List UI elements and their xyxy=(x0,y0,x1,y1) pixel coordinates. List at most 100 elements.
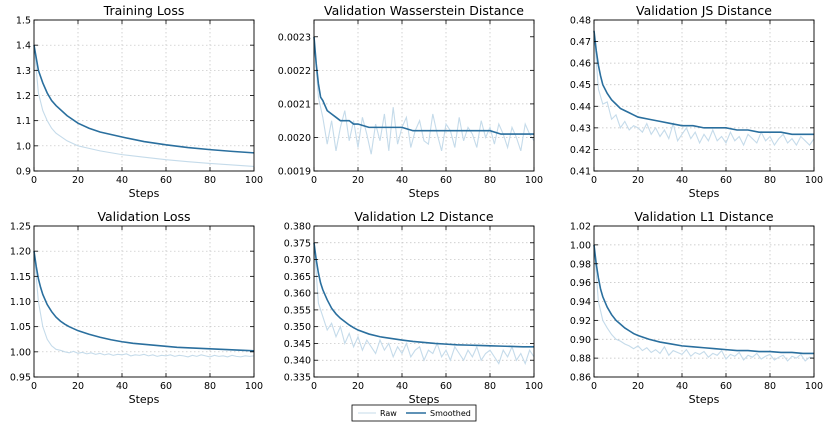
chart-5-ytick-label: 0.90 xyxy=(570,335,591,346)
chart-4-xtick-label: 20 xyxy=(352,381,364,392)
chart-5-title: Validation L1 Distance xyxy=(634,209,774,224)
chart-3-xtick-label: 80 xyxy=(204,381,216,392)
chart-0-ytick-label: 1.0 xyxy=(16,141,31,152)
legend-raw-label: Raw xyxy=(380,409,397,418)
chart-1-xtick-label: 60 xyxy=(440,175,452,186)
chart-3-xtick-label: 0 xyxy=(31,381,37,392)
subplot-validation-l2-distance: 0 20 40 60 80 100 0.335 0.340 0.345 0.350 0.355 0.3… xyxy=(284,209,543,406)
chart-0-xlabel: Steps xyxy=(129,187,160,200)
chart-1-ytick-label: 0.0021 xyxy=(278,99,311,110)
chart-0-xtick-label: 80 xyxy=(204,175,216,186)
chart-5-ytick-label: 1.00 xyxy=(570,240,591,251)
chart-3-ytick-label: 1.20 xyxy=(10,247,31,258)
chart-2-ytick-label: 0.41 xyxy=(570,167,591,178)
chart-1-series-raw xyxy=(313,36,535,155)
chart-0-ytick-label: 1.2 xyxy=(16,91,31,102)
subplot-training-loss: 0 20 40 60 80 100 0.9 1.0 1.1 1.2 1.3 1.4 1.5 Trainin… xyxy=(16,3,263,200)
chart-1-ytick-label: 0.0019 xyxy=(278,167,311,178)
chart-0-title: Training Loss xyxy=(103,3,185,18)
subplot-validation-js-distance: 0 20 40 60 80 100 0.41 0.42 0.43 0.44 0.45 0.46 0.47… xyxy=(570,3,823,200)
chart-5-xtick-label: 40 xyxy=(676,381,688,392)
chart-2-axes-frame xyxy=(593,19,815,172)
chart-2-ytick-label: 0.46 xyxy=(570,59,591,70)
chart-0-xtick-label: 40 xyxy=(116,175,128,186)
chart-2-series-raw xyxy=(593,30,815,147)
chart-5-xtick-label: 20 xyxy=(632,381,644,392)
chart-1-xtick-label: 80 xyxy=(484,175,496,186)
chart-5-xtick-label: 80 xyxy=(764,381,776,392)
chart-3-xtick-label: 20 xyxy=(72,381,84,392)
chart-2-ytick-label: 0.43 xyxy=(570,123,591,134)
chart-0-ytick-label: 0.9 xyxy=(16,167,31,178)
subplot-validation-l1-distance: 0 20 40 60 80 100 0.86 0.88 0.90 0.92 0.94 0.96 0.98… xyxy=(570,209,823,406)
chart-0-xtick-label: 0 xyxy=(31,175,37,186)
chart-1-ytick-label: 0.0023 xyxy=(278,32,311,43)
chart-4-ytick-label: 0.375 xyxy=(284,238,311,249)
chart-5-xlabel: Steps xyxy=(689,393,720,406)
chart-2-xtick-label: 40 xyxy=(676,175,688,186)
chart-2-ytick-label: 0.42 xyxy=(570,145,591,156)
subplot-validation-loss: 0 20 40 60 80 100 0.95 1.00 1.05 1.10 1.15 1.20 1.25… xyxy=(10,209,263,406)
chart-5-xtick-label: 0 xyxy=(591,381,597,392)
chart-5-series-smoothed xyxy=(593,244,814,355)
chart-4-ytick-label: 0.335 xyxy=(284,373,311,384)
chart-3-xlabel: Steps xyxy=(129,393,160,406)
chart-2-series-smoothed xyxy=(593,30,814,136)
chart-2-xtick-label: 60 xyxy=(720,175,732,186)
chart-0-xtick-label: 60 xyxy=(160,175,172,186)
chart-4-xtick-label: 0 xyxy=(311,381,317,392)
chart-2-xtick-label: 0 xyxy=(591,175,597,186)
chart-2-xtick-label: 100 xyxy=(805,175,823,186)
chart-4-series-raw xyxy=(313,242,535,366)
chart-2-ytick-label: 0.48 xyxy=(570,16,591,27)
chart-4-ytick-label: 0.360 xyxy=(284,289,311,300)
chart-3-xtick-label: 60 xyxy=(160,381,172,392)
chart-4-xtick-label: 60 xyxy=(440,381,452,392)
subplot-validation-wasserstein-distance: 0 20 40 60 80 100 0.0019 0.0020 0.0021 0.0022 0.00… xyxy=(278,3,543,200)
chart-4-xlabel: Steps xyxy=(409,393,440,406)
chart-1-ytick-label: 0.0020 xyxy=(278,133,311,144)
chart-4-xtick-label: 40 xyxy=(396,381,408,392)
chart-2-ytick-label: 0.47 xyxy=(570,37,591,48)
chart-4-axes-frame xyxy=(313,225,535,378)
chart-5-xtick-label: 60 xyxy=(720,381,732,392)
chart-3-ytick-label: 1.10 xyxy=(10,297,31,308)
chart-3-series-smoothed xyxy=(33,251,255,352)
chart-5-ytick-label: 0.92 xyxy=(570,316,591,327)
legend: Raw Smoothed xyxy=(351,404,477,422)
chart-3-series-raw xyxy=(33,251,255,358)
chart-4-ytick-label: 0.365 xyxy=(284,272,311,283)
chart-5-ytick-label: 0.98 xyxy=(570,259,591,270)
chart-4-xtick-label: 100 xyxy=(525,381,543,392)
chart-4-ytick-label: 0.355 xyxy=(284,305,311,316)
chart-2-xtick-label: 80 xyxy=(764,175,776,186)
chart-1-xtick-label: 20 xyxy=(352,175,364,186)
chart-3-ytick-label: 0.95 xyxy=(10,373,31,384)
chart-2-xtick-label: 20 xyxy=(632,175,644,186)
chart-4-title: Validation L2 Distance xyxy=(354,209,494,224)
chart-4-ytick-label: 0.340 xyxy=(284,356,311,367)
chart-5-ytick-label: 0.96 xyxy=(570,278,591,289)
chart-4-ytick-label: 0.350 xyxy=(284,322,311,333)
chart-2-ytick-label: 0.45 xyxy=(570,80,591,91)
chart-4-ytick-label: 0.370 xyxy=(284,255,311,266)
chart-0-ytick-label: 1.5 xyxy=(16,16,31,27)
chart-0-xtick-label: 20 xyxy=(72,175,84,186)
chart-1-axes-frame xyxy=(313,19,535,172)
chart-3-ytick-label: 1.15 xyxy=(10,272,31,283)
chart-5-ytick-label: 0.86 xyxy=(570,373,591,384)
chart-1-ytick-label: 0.0022 xyxy=(278,66,311,77)
chart-4-ytick-label: 0.380 xyxy=(284,222,311,233)
chart-2-xlabel: Steps xyxy=(689,187,720,200)
chart-5-ytick-label: 0.88 xyxy=(570,354,591,365)
chart-1-xtick-label: 100 xyxy=(525,175,543,186)
chart-4-xtick-label: 80 xyxy=(484,381,496,392)
chart-3-title: Validation Loss xyxy=(97,209,190,224)
chart-5-xtick-label: 100 xyxy=(805,381,823,392)
chart-1-title: Validation Wasserstein Distance xyxy=(324,3,524,18)
chart-0-xtick-label: 100 xyxy=(245,175,263,186)
chart-1-xtick-label: 0 xyxy=(311,175,317,186)
chart-4-ytick-label: 0.345 xyxy=(284,339,311,350)
